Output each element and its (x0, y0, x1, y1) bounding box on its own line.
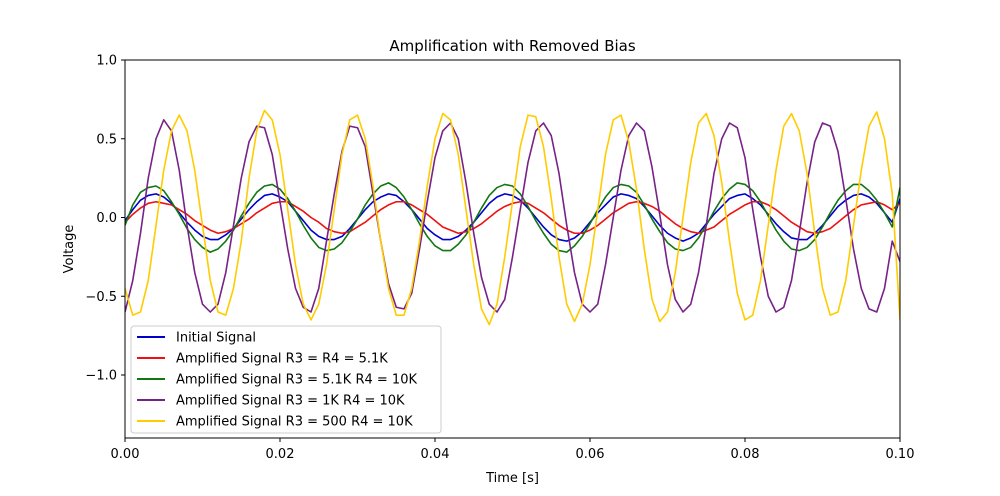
y-axis-label: Voltage (62, 225, 77, 274)
series-line-1 (125, 193, 900, 242)
y-axis: −1.0 −0.5 0.0 0.5 1.0 (85, 54, 125, 384)
legend-label-5: Amplified Signal R3 = 500 R4 = 10K (176, 415, 413, 430)
x-axis: 0.00 0.02 0.04 0.06 0.08 0.10 (111, 438, 915, 462)
x-tick-label: 0.00 (111, 447, 140, 462)
series-line-5 (125, 109, 900, 326)
legend-label-2: Amplified Signal R3 = R4 = 5.1K (176, 352, 388, 367)
x-tick-label: 0.02 (266, 447, 295, 462)
y-tick-label: 0.0 (96, 211, 117, 226)
y-tick-label: 1.0 (96, 54, 117, 69)
y-tick-label: 0.5 (96, 132, 117, 147)
series-layer (125, 109, 900, 326)
legend-box (130, 325, 442, 434)
x-tick-label: 0.10 (886, 447, 915, 462)
series-line-3 (125, 182, 900, 253)
y-tick-label: −0.5 (85, 290, 117, 305)
legend: Initial Signal Amplified Signal R3 = R4 =… (130, 325, 442, 434)
legend-label-4: Amplified Signal R3 = 1K R4 = 10K (176, 394, 405, 409)
chart-title: Amplification with Removed Bias (389, 37, 636, 55)
x-tick-label: 0.04 (421, 447, 450, 462)
plot-frame (124, 59, 901, 439)
series-line-4 (125, 119, 900, 313)
x-axis-label: Time [s] (485, 471, 539, 486)
y-tick-label: −1.0 (85, 369, 117, 384)
x-tick-label: 0.06 (576, 447, 605, 462)
x-tick-label: 0.08 (731, 447, 760, 462)
legend-label-3: Amplified Signal R3 = 5.1K R4 = 10K (176, 373, 417, 388)
legend-label-1: Initial Signal (176, 331, 256, 346)
